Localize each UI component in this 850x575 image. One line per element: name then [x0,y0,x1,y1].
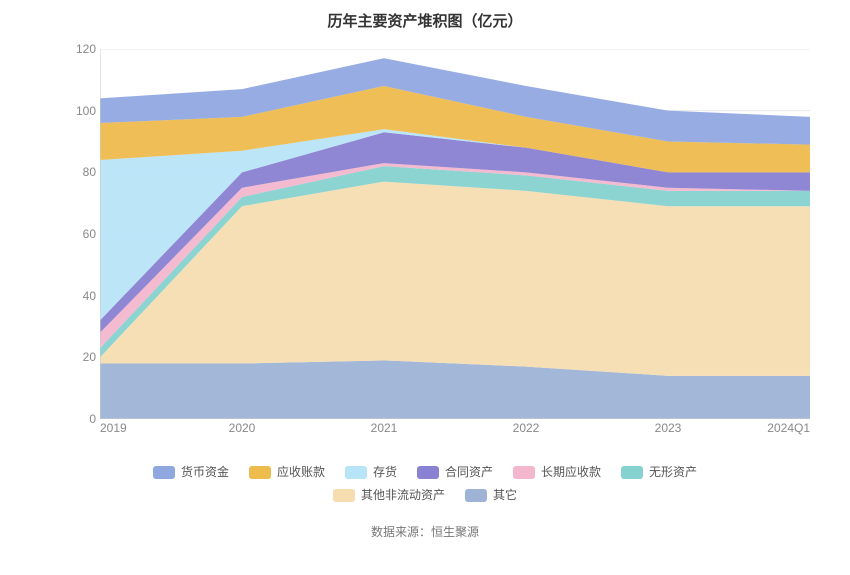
legend-swatch [333,489,355,502]
legend-wrap: 货币资金 应收账款 存货 合同资产 长期应收款 无形资产其他非流动资产 其它 [0,461,850,507]
y-tick-label: 100 [76,104,96,118]
chart-plot-area: 020406080100120 201920202021202220232024… [100,49,810,419]
legend-swatch [417,466,439,479]
y-tick-label: 80 [83,165,96,179]
x-tick-label: 2024Q1 [767,421,810,435]
legend-swatch [465,489,487,502]
legend-swatch [513,466,535,479]
legend-item[interactable]: 长期应收款 [513,461,601,484]
x-tick-label: 2019 [100,421,127,435]
legend-swatch [345,466,367,479]
y-tick-label: 0 [89,412,96,426]
legend-label: 合同资产 [445,461,493,484]
y-tick-label: 60 [83,227,96,241]
legend-swatch [621,466,643,479]
y-axis: 020406080100120 [60,49,96,419]
x-tick-label: 2020 [229,421,256,435]
chart-title: 历年主要资产堆积图（亿元） [0,0,850,31]
legend-label: 长期应收款 [541,461,601,484]
legend-label: 其他非流动资产 [361,484,445,507]
legend-item[interactable]: 存货 [345,461,397,484]
legend-item[interactable]: 合同资产 [417,461,493,484]
legend-item[interactable]: 其它 [465,484,517,507]
chart-container: 历年主要资产堆积图（亿元） 020406080100120 2019202020… [0,0,850,575]
x-axis: 2019 2020 2021 2022 2023 2024Q1 [100,421,810,439]
y-tick-label: 120 [76,42,96,56]
source-label: 数据来源： [371,525,431,539]
legend-label: 无形资产 [649,461,697,484]
source-value: 恒生聚源 [431,525,479,539]
legend: 货币资金 应收账款 存货 合同资产 长期应收款 无形资产其他非流动资产 其它 [105,461,745,507]
x-tick-label: 2022 [513,421,540,435]
legend-label: 其它 [493,484,517,507]
x-tick-label: 2021 [371,421,398,435]
stacked-area-plot [100,49,810,419]
legend-label: 应收账款 [277,461,325,484]
legend-item[interactable]: 应收账款 [249,461,325,484]
y-tick-label: 20 [83,350,96,364]
x-tick-label: 2023 [655,421,682,435]
legend-item[interactable]: 货币资金 [153,461,229,484]
data-source: 数据来源：恒生聚源 [0,523,850,540]
legend-label: 存货 [373,461,397,484]
legend-swatch [153,466,175,479]
legend-label: 货币资金 [181,461,229,484]
y-tick-label: 40 [83,289,96,303]
legend-item[interactable]: 无形资产 [621,461,697,484]
legend-item[interactable]: 其他非流动资产 [333,484,445,507]
legend-swatch [249,466,271,479]
